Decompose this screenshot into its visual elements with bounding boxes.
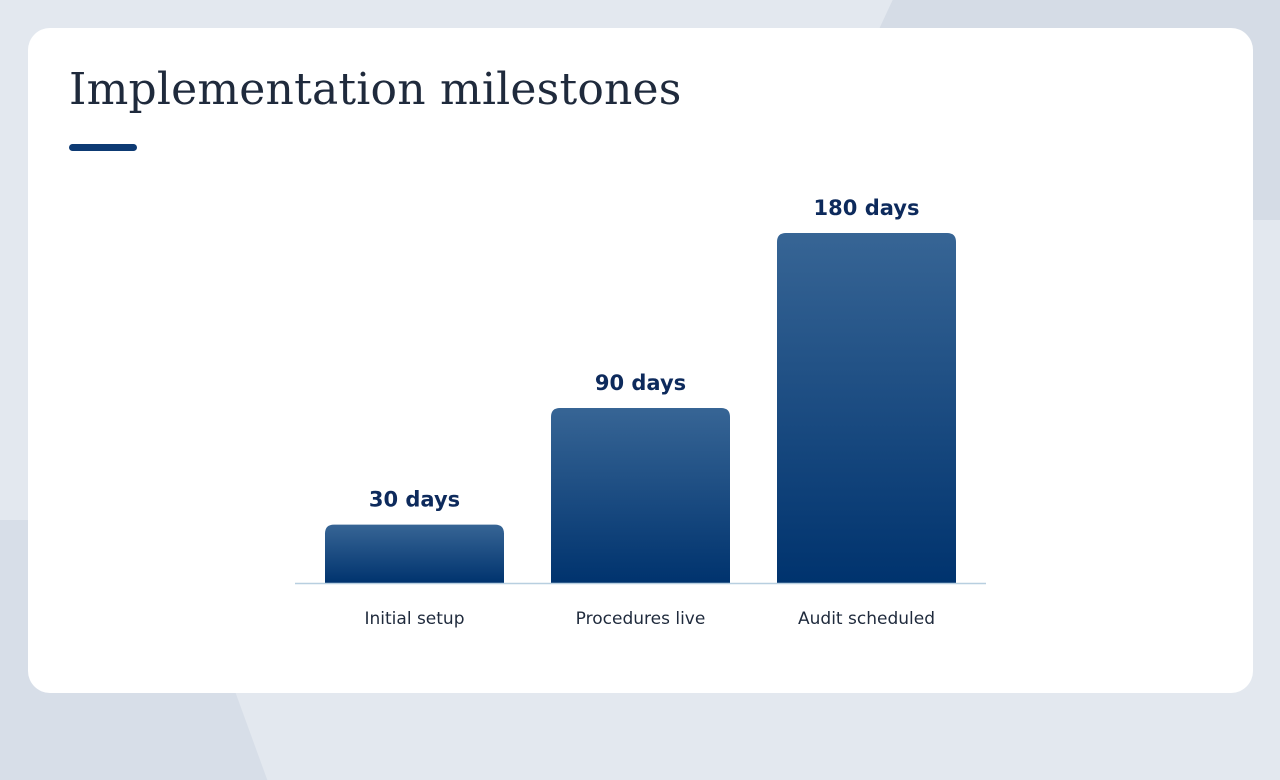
bar-value-label: 90 days xyxy=(595,371,686,395)
category-label: Procedures live xyxy=(576,609,706,629)
bar-value-label: 180 days xyxy=(814,196,920,220)
category-label: Initial setup xyxy=(365,609,465,629)
title-underline xyxy=(69,144,137,151)
bar-value-label: 30 days xyxy=(369,488,460,512)
category-label: Audit scheduled xyxy=(798,609,935,629)
slide-title: Implementation milestones xyxy=(69,64,682,115)
slide-card: Implementation milestones 30 days Initial… xyxy=(28,28,1253,693)
bar-procedures-live xyxy=(551,408,730,583)
bar-chart: 30 days Initial setup 90 days Procedures li… xyxy=(295,196,986,629)
bar-audit-scheduled xyxy=(777,233,956,583)
bar-initial-setup xyxy=(325,524,504,583)
